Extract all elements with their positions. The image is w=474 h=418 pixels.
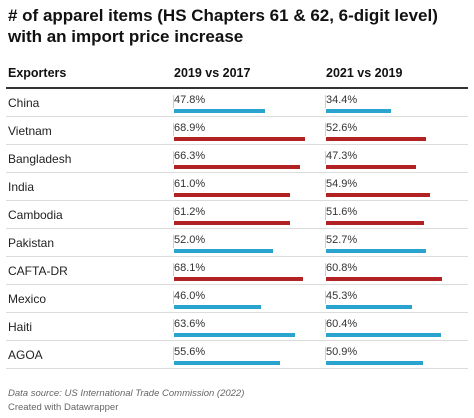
bar-baseline — [325, 179, 326, 192]
row-divider — [6, 312, 468, 313]
bar-baseline — [173, 319, 174, 332]
row-divider — [6, 284, 468, 285]
row-divider — [6, 228, 468, 229]
bar-baseline — [173, 263, 174, 276]
bar-2019 — [174, 249, 273, 253]
value-label-2021: 52.7% — [326, 234, 358, 246]
value-label-2019: 61.0% — [174, 178, 206, 190]
chart-title: # of apparel items (HS Chapters 61 & 62,… — [8, 6, 438, 46]
bar-2021 — [326, 221, 425, 225]
value-label-2021: 54.9% — [326, 178, 358, 190]
bar-baseline — [325, 263, 326, 276]
row-divider — [6, 172, 468, 173]
bar-baseline — [173, 235, 174, 248]
bar-2019 — [174, 193, 290, 197]
bar-baseline — [173, 207, 174, 220]
bar-2021 — [326, 249, 427, 253]
table-row: CAFTA-DR 68.1% 60.8% — [6, 257, 468, 285]
table-row: Pakistan 52.0% 52.7% — [6, 229, 468, 257]
bar-baseline — [173, 95, 174, 108]
table-row: Haiti 63.6% 60.4% — [6, 313, 468, 341]
credit-note: Created with Datawrapper — [8, 402, 119, 413]
bar-2021 — [326, 137, 426, 141]
bar-2021 — [326, 333, 441, 337]
row-divider — [6, 116, 468, 117]
table-row: Bangladesh 66.3% 47.3% — [6, 145, 468, 173]
exporter-name: AGOA — [8, 348, 43, 362]
bar-baseline — [173, 123, 174, 136]
bar-baseline — [325, 347, 326, 360]
value-label-2021: 50.9% — [326, 346, 358, 358]
column-header-2019-vs-2017: 2019 vs 2017 — [174, 66, 251, 80]
row-divider — [6, 256, 468, 257]
value-label-2019: 66.3% — [174, 150, 206, 162]
exporter-name: Bangladesh — [8, 152, 72, 166]
bar-2019 — [174, 277, 304, 281]
exporter-name: China — [8, 96, 40, 110]
column-header-2021-vs-2019: 2021 vs 2019 — [326, 66, 403, 80]
value-label-2019: 68.9% — [174, 122, 206, 134]
row-divider — [6, 368, 468, 369]
value-label-2021: 47.3% — [326, 150, 358, 162]
bar-2019 — [174, 361, 280, 365]
exporter-name: India — [8, 180, 35, 194]
row-divider — [6, 340, 468, 341]
bar-2019 — [174, 165, 300, 169]
data-source-note: Data source: US International Trade Comm… — [8, 388, 245, 399]
bar-baseline — [325, 123, 326, 136]
exporter-name: Haiti — [8, 320, 33, 334]
bar-baseline — [173, 347, 174, 360]
value-label-2019: 52.0% — [174, 234, 206, 246]
header-divider — [6, 87, 468, 89]
row-divider — [6, 144, 468, 145]
table-row: AGOA 55.6% 50.9% — [6, 341, 468, 369]
table-row: India 61.0% 54.9% — [6, 173, 468, 201]
bar-baseline — [325, 95, 326, 108]
bar-baseline — [173, 151, 174, 164]
bar-2021 — [326, 109, 392, 113]
bar-2021 — [326, 165, 416, 169]
value-label-2021: 52.6% — [326, 122, 358, 134]
value-label-2021: 60.4% — [326, 318, 358, 330]
bar-2019 — [174, 137, 305, 141]
table-row: Vietnam 68.9% 52.6% — [6, 117, 468, 145]
column-header-exporters: Exporters — [8, 66, 67, 80]
bar-baseline — [325, 151, 326, 164]
bar-baseline — [173, 291, 174, 304]
bar-2021 — [326, 277, 442, 281]
table-row: Cambodia 61.2% 51.6% — [6, 201, 468, 229]
bar-2021 — [326, 361, 423, 365]
value-label-2021: 34.4% — [326, 94, 358, 106]
bar-baseline — [325, 207, 326, 220]
value-label-2019: 46.0% — [174, 290, 206, 302]
value-label-2019: 47.8% — [174, 94, 206, 106]
table-row: China 47.8% 34.4% — [6, 89, 468, 117]
bar-2019 — [174, 333, 295, 337]
bar-2019 — [174, 109, 265, 113]
exporter-name: Pakistan — [8, 236, 55, 250]
value-label-2021: 51.6% — [326, 206, 358, 218]
value-label-2019: 61.2% — [174, 206, 206, 218]
bar-baseline — [173, 179, 174, 192]
bar-2019 — [174, 221, 291, 225]
bar-2021 — [326, 193, 431, 197]
table-row: Mexico 46.0% 45.3% — [6, 285, 468, 313]
bar-baseline — [325, 235, 326, 248]
value-label-2019: 63.6% — [174, 318, 206, 330]
value-label-2019: 68.1% — [174, 262, 206, 274]
exporter-name: CAFTA-DR — [8, 264, 68, 278]
bar-2021 — [326, 305, 413, 309]
bar-baseline — [325, 319, 326, 332]
bar-2019 — [174, 305, 262, 309]
exporter-name: Mexico — [8, 292, 47, 306]
exporter-name: Cambodia — [8, 208, 63, 222]
bar-baseline — [325, 291, 326, 304]
exporter-name: Vietnam — [8, 124, 52, 138]
value-label-2019: 55.6% — [174, 346, 206, 358]
value-label-2021: 60.8% — [326, 262, 358, 274]
value-label-2021: 45.3% — [326, 290, 358, 302]
row-divider — [6, 200, 468, 201]
